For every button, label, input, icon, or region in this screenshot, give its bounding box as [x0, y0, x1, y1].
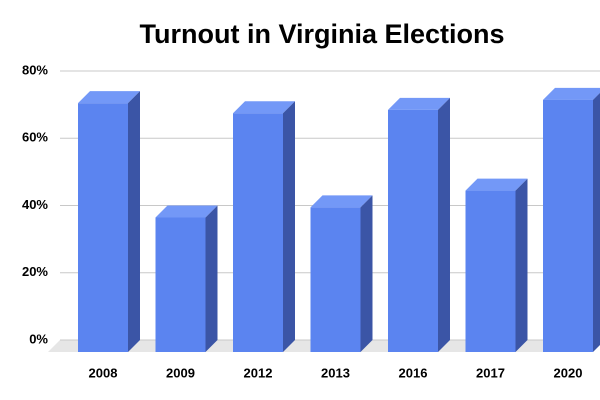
bar-side [360, 195, 373, 352]
bar [388, 109, 438, 353]
bar [310, 207, 361, 352]
bar [543, 99, 593, 352]
y-tick-label: 0% [29, 331, 48, 346]
bar [233, 113, 283, 352]
bar-top [465, 178, 528, 191]
x-tick-label: 2008 [89, 365, 118, 380]
y-tick-label: 80% [22, 62, 48, 77]
x-tick-label: 2020 [554, 365, 583, 380]
x-tick-label: 2016 [399, 365, 428, 380]
x-tick-label: 2012 [244, 365, 273, 380]
bar-side [438, 97, 450, 353]
y-tick-label: 60% [22, 130, 48, 145]
bar-top [543, 87, 600, 100]
bar [155, 217, 206, 352]
bar-top [155, 205, 218, 218]
bar-top [310, 195, 373, 208]
bar-top [233, 101, 295, 114]
bar [78, 103, 128, 352]
y-tick-label: 40% [22, 197, 48, 212]
x-tick-label: 2017 [476, 365, 505, 380]
y-tick-label: 20% [22, 264, 48, 279]
bar-side [593, 92, 600, 352]
bar-side [205, 205, 218, 352]
bar-side [283, 101, 295, 352]
bar [465, 190, 516, 352]
chart-title: Turnout in Virginia Elections [139, 19, 504, 49]
bar-top [388, 97, 450, 110]
x-tick-label: 2009 [166, 365, 195, 380]
bar-side [515, 178, 528, 352]
bar-side [128, 91, 140, 353]
x-tick-label: 2013 [321, 365, 350, 380]
bar-top [78, 91, 140, 104]
